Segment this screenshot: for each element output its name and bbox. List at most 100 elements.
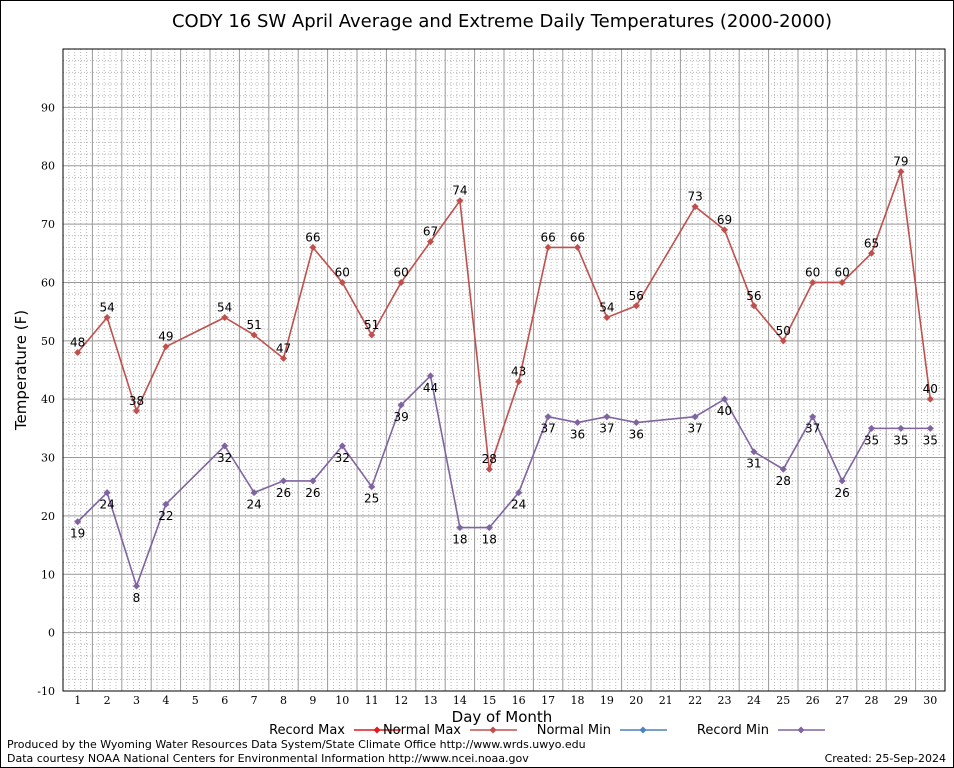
record-min-point	[721, 395, 728, 403]
normal-max-point	[221, 313, 229, 321]
y-tick-label: 90	[41, 101, 55, 114]
normal-max-point	[544, 243, 552, 251]
footer-produced-by: Produced by the Wyoming Water Resources …	[7, 738, 586, 751]
record-min-data-label: 35	[893, 433, 908, 447]
record-min-point	[485, 524, 493, 532]
record-min-data-label: 24	[511, 498, 526, 512]
record-min-data-label: 35	[864, 433, 879, 447]
normal-max-data-label: 73	[687, 190, 702, 204]
normal-max-point	[133, 407, 140, 415]
normal-max-data-label: 38	[129, 394, 144, 408]
normal-max-point	[750, 302, 758, 310]
x-tick-label: 25	[776, 694, 790, 707]
legend-label-record-max: Record Max	[269, 723, 345, 738]
x-tick-label: 29	[894, 694, 908, 707]
record-min-point	[750, 448, 758, 456]
normal-max-point	[603, 313, 611, 321]
normal-max-data-label: 65	[864, 236, 879, 250]
record-min-data-label: 37	[805, 422, 820, 436]
record-min-point	[162, 500, 170, 508]
record-min-data-label: 37	[687, 422, 702, 436]
x-tick-label: 28	[865, 694, 879, 707]
x-tick-label: 9	[309, 694, 316, 707]
x-tick-label: 3	[133, 694, 140, 707]
record-min-data-label: 32	[217, 451, 232, 465]
normal-max-data-label: 51	[246, 318, 261, 332]
x-tick-label: 11	[365, 694, 379, 707]
normal-max-data-label: 66	[570, 230, 585, 244]
record-min-data-label: 39	[393, 410, 408, 424]
record-min-point	[250, 489, 258, 497]
normal-max-data-label: 54	[599, 300, 614, 314]
record-min-point	[779, 465, 787, 473]
x-tick-label: 5	[192, 694, 199, 707]
normal-max-point	[926, 395, 934, 403]
normal-max-data-label: 67	[423, 225, 438, 239]
x-tick-label: 19	[600, 694, 614, 707]
record-min-point	[691, 413, 699, 421]
normal-max-point	[515, 378, 523, 386]
record-min-point	[427, 372, 434, 380]
record-min-data-label: 37	[599, 422, 614, 436]
normal-max-point	[721, 226, 728, 234]
y-tick-label: 20	[41, 510, 55, 523]
x-tick-label: 30	[923, 694, 937, 707]
record-min-data-label: 26	[834, 486, 849, 500]
record-min-data-label: 40	[717, 404, 732, 418]
y-axis-label: Temperature (F)	[12, 310, 30, 431]
data-labels: 48 54 38 49 54 51 47 66 60 51 60 67 74 28 43 66 66 54 56 73…	[70, 155, 938, 605]
x-tick-label: 13	[424, 694, 438, 707]
footer-created: Created: 25-Sep-2024	[825, 752, 946, 765]
normal-max-point	[250, 331, 258, 339]
record-min-data-label: 24	[246, 498, 261, 512]
x-tick-label: 24	[747, 694, 761, 707]
normal-max-data-label: 60	[834, 265, 849, 279]
normal-max-data-label: 54	[99, 300, 114, 314]
record-min-point	[309, 477, 317, 485]
normal-max-data-label: 49	[158, 330, 173, 344]
record-min-data-label: 28	[776, 474, 791, 488]
normal-max-point	[162, 343, 170, 351]
y-tick-label: 40	[41, 393, 55, 406]
x-tick-label: 15	[482, 694, 496, 707]
record-min-point	[897, 424, 905, 432]
normal-max-point	[368, 331, 376, 339]
x-tick-label: 18	[571, 694, 585, 707]
normal-max-point	[74, 348, 82, 356]
x-tick-label: 20	[629, 694, 643, 707]
record-min-data-label: 37	[540, 422, 555, 436]
plot-frame	[62, 48, 946, 692]
normal-max-point	[103, 313, 111, 321]
record-min-point	[221, 442, 229, 450]
normal-max-data-label: 79	[893, 155, 908, 169]
x-tick-label: 16	[512, 694, 526, 707]
legend-label-record-min: Record Min	[697, 723, 769, 738]
normal-max-data-label: 47	[276, 341, 291, 355]
record-min-data-label: 24	[99, 498, 114, 512]
x-tick-label: 26	[806, 694, 820, 707]
normal-max-data-label: 28	[482, 452, 497, 466]
normal-max-point	[868, 249, 875, 257]
grid	[63, 49, 945, 692]
normal-max-data-label: 48	[70, 335, 85, 349]
record-min-point	[926, 424, 934, 432]
record-min-data-label: 36	[629, 428, 644, 442]
y-tick-label: 0	[48, 627, 55, 640]
normal-max-data-label: 40	[923, 382, 938, 396]
legend: Record Max Normal Max Normal Min Record Min	[269, 723, 825, 738]
record-min-point	[632, 419, 640, 427]
x-tick-label: 10	[335, 694, 349, 707]
legend-label-normal-max: Normal Max	[383, 723, 461, 738]
record-min-point	[338, 442, 346, 450]
record-min-data-label: 18	[482, 533, 497, 547]
record-min-point	[868, 424, 875, 432]
record-min-point	[133, 582, 140, 590]
record-min-point	[103, 489, 111, 497]
x-tick-label: 23	[718, 694, 732, 707]
y-tick-label: 60	[41, 276, 55, 289]
record-min-point	[280, 477, 287, 485]
normal-max-point	[280, 354, 287, 362]
normal-max-point	[338, 278, 346, 286]
x-tick-label: 12	[394, 694, 408, 707]
